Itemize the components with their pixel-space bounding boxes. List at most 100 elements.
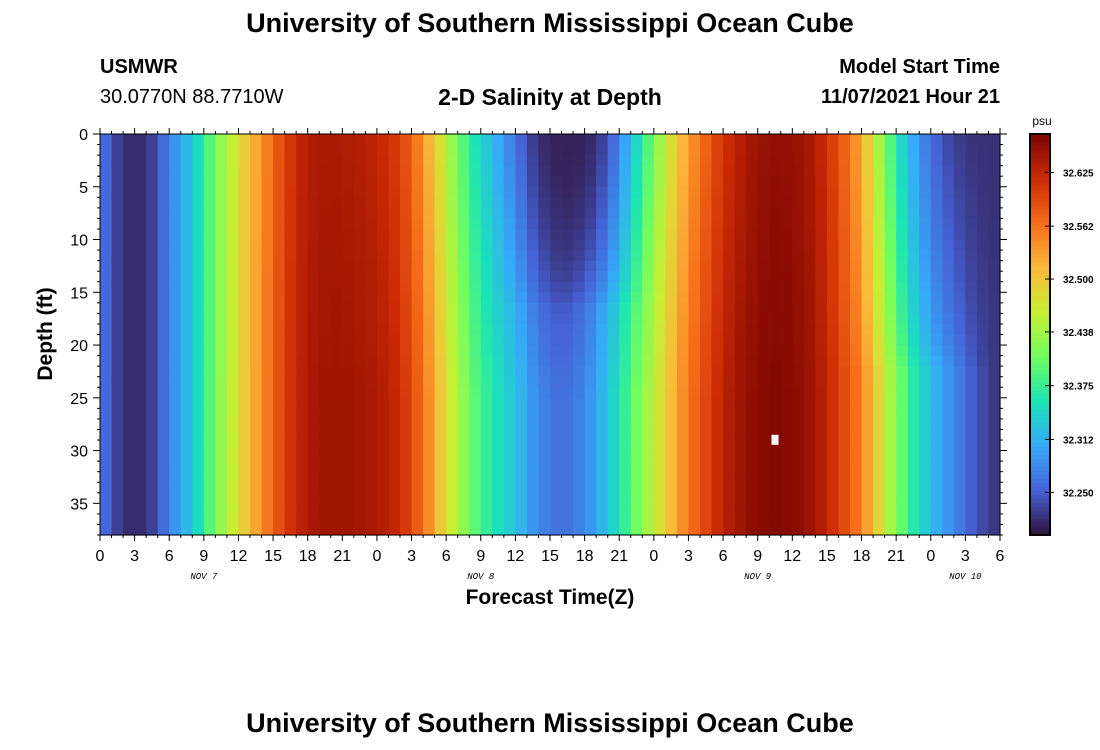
heatmap-cell [123,302,136,314]
heatmap-cell [734,144,747,156]
heatmap-cell [803,281,816,293]
colorbar-segment [1030,530,1050,536]
heatmap-cell [353,260,366,272]
heatmap-cell [907,461,920,473]
heatmap-cell [538,260,551,272]
heatmap-cell [538,207,551,220]
heatmap-cell [215,260,228,272]
heatmap-cell [526,450,540,462]
heatmap-cell [538,271,551,283]
heatmap-cell [630,228,643,241]
heatmap-cell [792,334,805,346]
heatmap-cell [250,408,263,420]
heatmap-cell [596,503,609,515]
heatmap-cell [838,376,851,388]
heatmap-cell [296,281,309,293]
heatmap-cell [330,239,343,251]
heatmap-cell [146,440,159,452]
heatmap-cell [550,239,563,251]
heatmap-cell [157,260,170,272]
heatmap-cell [942,155,955,167]
heatmap-cell [734,228,747,241]
heatmap-cell [619,239,632,251]
heatmap-cell [388,355,401,367]
heatmap-cell [676,186,690,198]
heatmap-cell [573,239,586,251]
heatmap-cell [492,302,505,314]
heatmap-cell [780,281,793,293]
heatmap-cell [688,292,701,304]
heatmap-cell [100,155,113,167]
heatmap-cell [319,376,332,388]
heatmap-cell [896,440,909,452]
heatmap-cell [284,218,297,230]
heatmap-cell [838,260,851,272]
heatmap-cell [353,492,366,504]
heatmap-cell [976,165,990,177]
heatmap-cell [561,281,574,293]
heatmap-cell [688,165,701,177]
heatmap-cell [884,313,897,325]
heatmap-cell [353,271,366,283]
heatmap-cell [226,461,240,473]
heatmap-cell [273,260,286,272]
heatmap-cell [688,239,701,251]
heatmap-cell [803,176,816,188]
heatmap-cell [492,323,505,336]
heatmap-cell [619,334,632,346]
heatmap-cell [769,302,782,314]
heatmap-cell [296,134,309,146]
heatmap-cell [469,323,482,336]
heatmap-cell [653,471,666,483]
heatmap-cell [561,397,574,409]
heatmap-cell [100,482,113,494]
heatmap-cell [146,461,159,473]
heatmap-cell [630,197,643,209]
heatmap-cell [884,334,897,346]
heatmap-cell [307,250,320,262]
heatmap-cell [376,376,390,388]
heatmap-cell [134,313,147,325]
heatmap-cell [850,260,863,272]
heatmap-cell [434,292,447,304]
heatmap-cell [400,450,413,462]
heatmap-cell [203,513,216,526]
heatmap-cell [342,387,355,399]
heatmap-cell [538,176,551,188]
heatmap-cell [838,228,851,241]
colorbar-segment [1030,394,1050,400]
heatmap-cell [123,482,136,494]
heatmap-cell [930,334,943,346]
heatmap-cell [930,165,943,177]
heatmap-cell [273,345,286,357]
heatmap-cell [353,218,366,230]
heatmap-cell [307,345,320,357]
heatmap-cell [469,271,482,283]
heatmap-cell [907,450,920,462]
heatmap-cell [423,366,436,378]
heatmap-cell [238,271,251,283]
heatmap-cell [723,429,736,441]
heatmap-cell [284,355,297,367]
heatmap-cell [757,186,770,198]
heatmap-cell [561,155,574,167]
heatmap-cell [688,471,701,483]
heatmap-cell [919,524,932,536]
heatmap-cell [573,313,586,325]
heatmap-cell [653,134,666,146]
heatmap-cell [526,524,540,536]
heatmap-cell [723,207,736,220]
heatmap-cell [746,281,759,293]
heatmap-cell [261,503,274,515]
heatmap-cell [296,503,309,515]
heatmap-cell [850,144,863,156]
heatmap-cell [180,334,193,346]
heatmap-cell [180,345,193,357]
heatmap-cell [123,471,136,483]
heatmap-cell [215,450,228,462]
heatmap-cell [273,513,286,526]
heatmap-cell [769,197,782,209]
heatmap-cell [111,397,124,409]
colorbar-segment [1030,134,1050,139]
colorbar-tick-label: 32.250 [1063,488,1094,499]
